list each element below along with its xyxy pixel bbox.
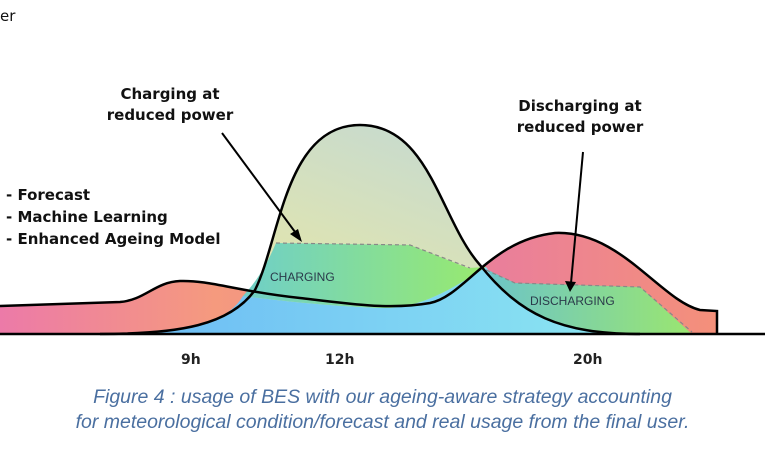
charging-arrow [221, 132, 302, 242]
annotation-line: reduced power [106, 106, 234, 124]
charging-area [243, 243, 486, 309]
discharging-area [486, 269, 692, 334]
production-area [100, 125, 640, 334]
self-consumption-area [100, 267, 640, 334]
figure-caption: Figure 4 : usage of BES with our ageing-… [0, 385, 765, 435]
annotation-line: Discharging at [518, 97, 642, 115]
caption-line: Figure 4 : usage of BES with our ageing-… [93, 386, 672, 408]
strategy-list: - Forecast - Machine Learning - Enhanced… [6, 184, 220, 250]
charging-annotation: Charging at reduced power [100, 84, 240, 126]
cropped-text-fragment: er [0, 7, 16, 25]
discharging-limit-dashed-line [485, 269, 693, 333]
discharging-label: DISCHARGING [530, 294, 615, 308]
tick-12h: 12h [325, 352, 355, 368]
charging-limit-dashed-line [275, 242, 471, 269]
list-item: - Enhanced Ageing Model [6, 230, 221, 248]
annotation-line: reduced power [516, 118, 644, 136]
tick-20h: 20h [573, 352, 603, 368]
charging-label: CHARGING [270, 270, 335, 284]
tick-9h: 9h [181, 352, 201, 368]
consumption-curve [0, 231, 719, 334]
production-curve [99, 123, 641, 336]
discharging-arrow [565, 151, 584, 292]
annotation-line: Charging at [120, 85, 220, 103]
discharging-annotation: Discharging at reduced power [505, 96, 655, 138]
list-item: - Forecast [6, 186, 91, 204]
list-item: - Machine Learning [6, 208, 168, 226]
caption-line: for meteorological condition/forecast an… [75, 411, 690, 433]
